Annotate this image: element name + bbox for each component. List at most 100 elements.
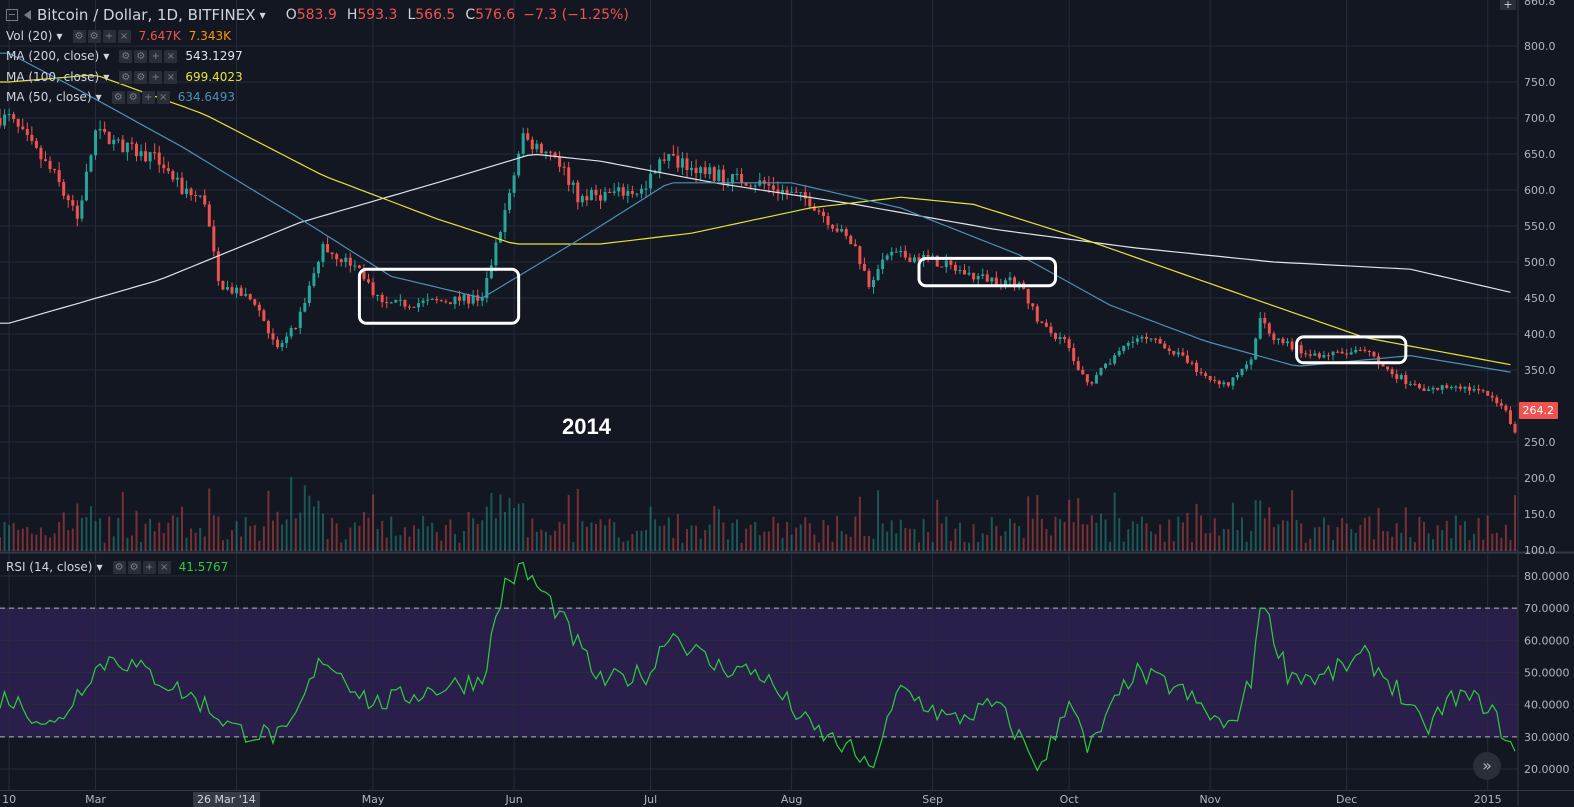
chevron-down-icon[interactable]: ▼ <box>259 10 266 20</box>
volume-bar <box>1245 541 1248 551</box>
candle-body <box>1472 389 1476 391</box>
eye-icon[interactable]: ⚙ <box>119 70 133 84</box>
chevron-down-icon[interactable]: ▼ <box>103 72 110 82</box>
candle-body <box>690 167 694 171</box>
settings-icon[interactable]: ⚙ <box>127 560 141 574</box>
candle-body <box>1126 342 1130 346</box>
ma200-name[interactable]: MA (200, close) <box>6 49 100 63</box>
candle-body <box>526 133 530 140</box>
candle-body <box>1122 345 1126 352</box>
volume-bar <box>144 523 147 551</box>
close-icon[interactable]: × <box>117 29 131 43</box>
candle-body <box>316 261 320 274</box>
chevron-down-icon[interactable]: ▼ <box>56 31 63 41</box>
rsi-name[interactable]: RSI (14, close) <box>6 560 93 574</box>
add-icon[interactable]: + <box>102 29 116 43</box>
candle-body <box>626 191 630 196</box>
close-icon[interactable]: × <box>164 70 178 84</box>
settings-icon[interactable]: ⚙ <box>126 90 140 104</box>
settings-icon[interactable]: ⚙ <box>87 29 101 43</box>
volume-bar <box>1209 533 1212 551</box>
volume-bar <box>458 542 461 551</box>
candle-body <box>303 302 307 312</box>
candle-body <box>730 174 734 184</box>
candle-body <box>1322 355 1326 358</box>
volume-bars <box>0 477 1516 551</box>
candle-body <box>221 280 225 290</box>
volume-bar <box>276 511 279 551</box>
candle-body <box>662 159 666 161</box>
symbol-title[interactable]: Bitcoin / Dollar, 1D, BITFINEX <box>37 6 256 24</box>
volume-bar <box>1127 529 1130 551</box>
volume-bar <box>1250 530 1253 551</box>
add-plus-button[interactable]: + <box>1500 0 1516 10</box>
candle-body <box>1026 288 1030 304</box>
close-icon[interactable]: × <box>156 90 170 104</box>
volume-bar <box>1081 524 1084 551</box>
add-icon[interactable]: + <box>149 49 163 63</box>
candle-body <box>1208 375 1212 380</box>
volume-bar <box>1341 518 1344 551</box>
chevron-down-icon[interactable]: ▼ <box>95 92 102 102</box>
eye-icon[interactable]: ⚙ <box>119 49 133 63</box>
candle-body <box>1185 355 1189 363</box>
scroll-to-realtime-button[interactable]: » <box>1473 752 1501 780</box>
volume-bar <box>1168 519 1171 551</box>
ma100-name[interactable]: MA (100, close) <box>6 70 100 84</box>
volume-bar <box>62 512 65 551</box>
candle-body <box>1104 363 1108 369</box>
candle-body <box>48 160 52 170</box>
candle-body <box>1235 375 1239 378</box>
time-tick-label: Aug <box>781 793 802 806</box>
candle-body <box>1190 362 1194 364</box>
volume-bar <box>1018 525 1021 551</box>
volume-bar <box>781 537 784 551</box>
candle-body <box>608 192 612 194</box>
candle-body <box>1363 349 1367 352</box>
collapse-icon[interactable] <box>6 9 18 21</box>
candle-body <box>271 333 275 340</box>
candle-body <box>1308 354 1312 356</box>
volume-bar <box>403 527 406 551</box>
candle-body <box>25 129 29 135</box>
candle-body <box>1395 374 1399 380</box>
add-icon[interactable]: + <box>141 90 155 104</box>
eye-icon[interactable]: ⚙ <box>72 29 86 43</box>
candle-body <box>339 259 343 262</box>
ma50-name[interactable]: MA (50, close) <box>6 90 92 104</box>
candle-body <box>544 151 548 154</box>
volume-bar <box>936 499 939 551</box>
candle-body <box>794 191 798 193</box>
candle-body <box>212 226 216 252</box>
candle-body <box>439 300 443 302</box>
eye-icon[interactable]: ⚙ <box>112 560 126 574</box>
settings-icon[interactable]: ⚙ <box>134 49 148 63</box>
volume-bar <box>690 525 693 551</box>
volume-bar <box>972 524 975 551</box>
candle-body <box>717 169 721 181</box>
settings-icon[interactable]: ⚙ <box>134 70 148 84</box>
eye-icon[interactable]: ⚙ <box>111 90 125 104</box>
candle-body <box>517 153 521 176</box>
close-icon[interactable]: × <box>157 560 171 574</box>
volume-bar <box>813 534 816 551</box>
candle-body <box>740 174 744 183</box>
volume-bar <box>913 529 916 551</box>
volume-bar <box>1459 525 1462 551</box>
chevron-down-icon[interactable]: ▼ <box>103 51 110 61</box>
volume-bar <box>886 531 889 551</box>
add-icon[interactable]: + <box>149 70 163 84</box>
volume-bar <box>649 506 652 551</box>
volume-bar <box>776 523 779 551</box>
flag-icon[interactable] <box>24 10 31 20</box>
vol-name[interactable]: Vol (20) <box>6 29 53 43</box>
candle-body <box>612 191 616 193</box>
chevron-down-icon[interactable]: ▼ <box>96 562 103 572</box>
candle-body <box>976 275 980 280</box>
volume-bar <box>149 518 152 551</box>
volume-bar <box>221 540 224 551</box>
close-icon[interactable]: × <box>164 49 178 63</box>
add-icon[interactable]: + <box>142 560 156 574</box>
candle-body <box>1049 326 1053 334</box>
